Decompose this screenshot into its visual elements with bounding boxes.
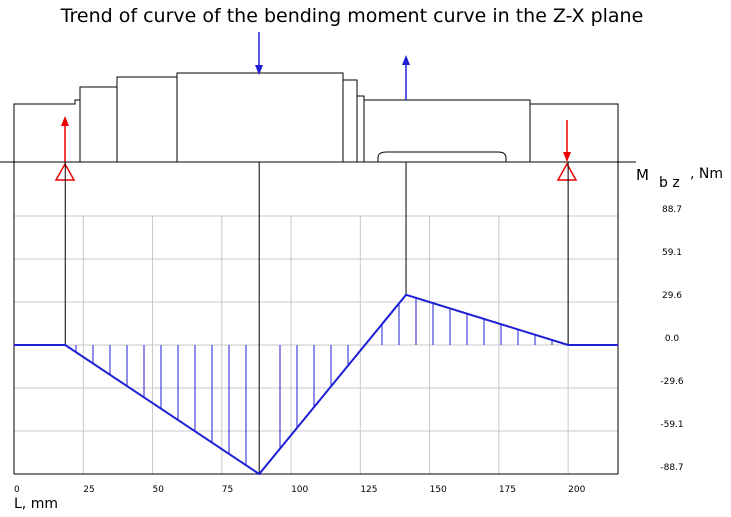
arrow-head: [61, 116, 69, 126]
x-tick-label: 0: [14, 485, 20, 495]
supports: [54, 32, 578, 181]
x-label: L, mm: [14, 496, 58, 512]
x-tick-label: 50: [153, 485, 165, 495]
x-tick-label: 75: [222, 485, 233, 495]
chart-title: Trend of curve of the bending moment cur…: [60, 5, 644, 27]
shaft-outline: [13, 72, 619, 162]
arrow-head: [563, 152, 571, 162]
shaft: [0, 72, 636, 163]
y-tick-label: -29.6: [660, 377, 684, 387]
arrow-head: [255, 65, 263, 75]
x-tick-label: 25: [83, 485, 94, 495]
y-tick-label: 88.7: [662, 205, 682, 215]
y-label-subscript: b z: [659, 175, 680, 191]
x-tick-label: 100: [291, 485, 308, 495]
x-tick-label: 200: [568, 485, 585, 495]
y-tick-label: -59.1: [660, 420, 683, 430]
y-tick-label: 29.6: [662, 291, 682, 301]
y-tick-label: -88.7: [660, 463, 683, 473]
x-tick-label: 125: [360, 485, 377, 495]
y-tick-label: 59.1: [662, 248, 682, 258]
keyway: [377, 151, 507, 162]
x-tick-label: 150: [430, 485, 447, 495]
moment-curve: [14, 293, 618, 476]
y-label-symbol: M: [636, 166, 649, 184]
y-tick-label: 0.0: [665, 334, 680, 344]
support-triangle: [556, 162, 578, 181]
y-label-unit: , Nm: [690, 166, 723, 182]
arrow-head: [402, 55, 410, 65]
x-tick-label: 175: [499, 485, 516, 495]
